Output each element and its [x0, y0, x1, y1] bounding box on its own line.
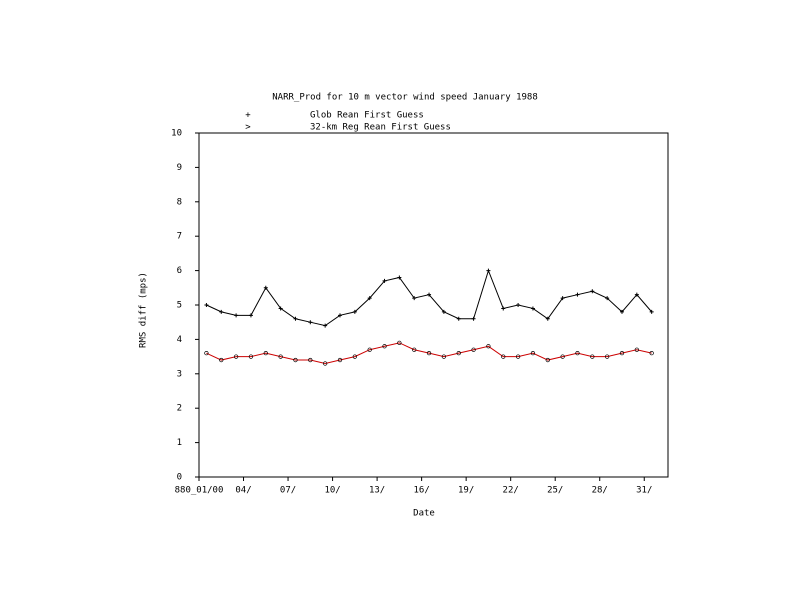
chart-title: NARR_Prod for 10 m vector wind speed Jan…	[272, 93, 538, 103]
point-marker	[412, 296, 417, 301]
point-marker	[233, 354, 239, 359]
point-marker	[471, 347, 476, 352]
point-marker	[456, 351, 461, 356]
point-marker	[560, 354, 565, 359]
point-marker	[575, 292, 580, 297]
point-marker	[560, 296, 565, 301]
y-tick-label: 4	[177, 335, 182, 345]
point-marker	[441, 354, 447, 359]
point-marker	[501, 306, 506, 311]
point-marker	[590, 289, 595, 294]
plot-frame	[198, 132, 669, 478]
point-marker	[248, 354, 254, 359]
point-marker	[234, 313, 239, 318]
point-marker	[278, 306, 283, 311]
legend-symbol: +	[245, 111, 251, 121]
point-marker	[293, 316, 298, 321]
y-axis-label: RMS diff (mps)	[139, 272, 149, 348]
point-marker	[278, 354, 283, 359]
y-tick-label: 8	[177, 197, 182, 207]
y-tick-label: 0	[177, 473, 182, 483]
point-marker	[649, 351, 654, 356]
point-marker	[634, 347, 639, 352]
point-marker	[545, 357, 550, 363]
x-tick-label: 04/	[235, 486, 251, 496]
x-tick-label: 07/	[280, 486, 296, 496]
point-marker	[516, 303, 521, 307]
x-tick-label: 880_01/00	[175, 486, 224, 496]
point-marker	[263, 285, 268, 290]
y-tick-label: 3	[177, 369, 182, 379]
point-marker	[204, 303, 209, 307]
point-marker	[337, 357, 343, 363]
point-marker	[352, 354, 357, 359]
x-tick-label: 13/	[369, 486, 385, 496]
x-tick-label: 22/	[503, 486, 519, 496]
point-marker	[397, 275, 402, 280]
point-marker	[219, 357, 224, 363]
point-marker	[382, 344, 387, 349]
point-marker	[501, 354, 506, 359]
point-marker	[204, 351, 209, 356]
point-marker	[619, 309, 624, 314]
legend-symbol: >	[245, 123, 251, 133]
point-marker	[337, 313, 342, 318]
point-marker	[486, 344, 491, 349]
y-tick-label: 2	[177, 404, 182, 414]
y-tick-label: 6	[177, 266, 182, 276]
y-tick-label: 7	[177, 232, 182, 242]
y-tick-label: 5	[177, 301, 182, 311]
point-marker	[575, 351, 580, 356]
point-marker	[323, 323, 328, 328]
point-marker	[619, 351, 625, 356]
x-tick-label: 28/	[592, 486, 608, 496]
point-marker	[367, 296, 372, 301]
point-marker	[426, 351, 432, 356]
x-tick-label: 16/	[413, 486, 429, 496]
point-marker	[263, 351, 268, 356]
legend-entry: Glob Rean First Guess	[310, 111, 424, 121]
point-marker	[323, 361, 328, 366]
x-axis-label: Date	[413, 509, 435, 519]
y-tick-label: 1	[177, 438, 182, 448]
point-marker	[515, 354, 521, 359]
legend-entry: 32-km Reg Rean First Guess	[310, 123, 451, 133]
point-marker	[397, 340, 402, 345]
y-tick-label: 10	[171, 129, 182, 139]
x-tick-label: 31/	[636, 486, 652, 496]
point-marker	[456, 316, 461, 321]
point-marker	[293, 357, 298, 363]
point-marker	[530, 351, 536, 356]
x-tick-label: 25/	[547, 486, 563, 496]
series-line	[206, 342, 652, 364]
point-marker	[367, 347, 372, 352]
x-tick-label: 19/	[458, 486, 474, 496]
point-marker	[308, 320, 313, 325]
point-marker	[427, 292, 432, 297]
point-marker	[605, 296, 610, 301]
point-marker	[530, 306, 535, 311]
point-marker	[471, 316, 476, 321]
point-marker	[545, 316, 550, 321]
point-marker	[590, 354, 595, 359]
point-marker	[248, 313, 253, 318]
series-line	[206, 269, 653, 327]
point-marker	[308, 357, 313, 363]
point-marker	[649, 309, 654, 314]
point-marker	[634, 292, 639, 297]
point-marker	[604, 354, 610, 359]
point-marker	[352, 309, 357, 314]
point-marker	[441, 309, 446, 314]
point-marker	[412, 347, 417, 352]
y-tick-label: 9	[177, 163, 182, 173]
x-tick-label: 10/	[324, 486, 340, 496]
point-marker	[486, 268, 491, 273]
point-marker	[382, 278, 387, 283]
point-marker	[219, 309, 224, 314]
